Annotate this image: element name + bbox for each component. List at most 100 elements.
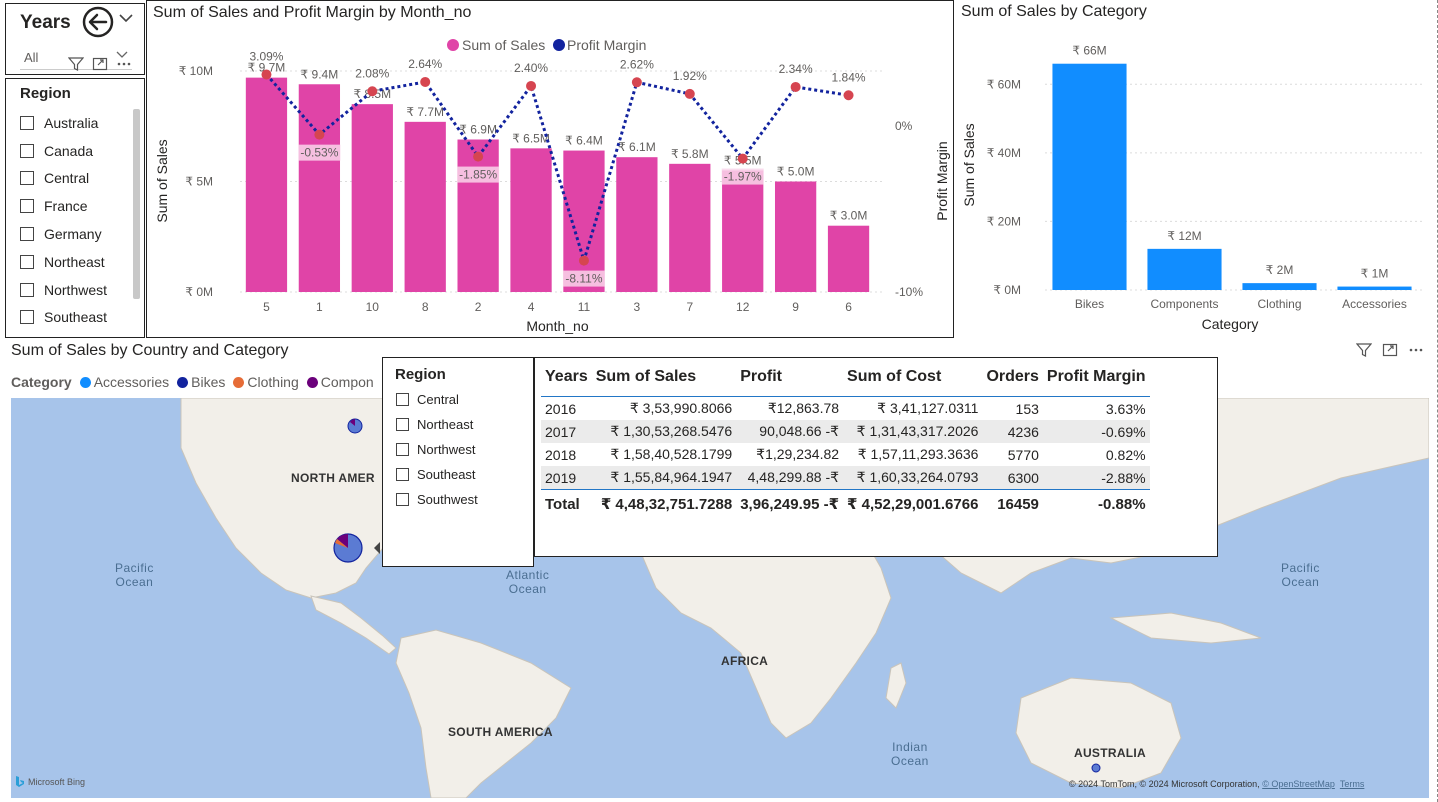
legend-item-accessories[interactable]: Accessories (79, 374, 169, 390)
checkbox[interactable] (20, 254, 34, 269)
canada-pie-marker[interactable] (347, 418, 363, 434)
sales-bar[interactable] (827, 225, 870, 292)
osm-link[interactable]: © OpenStreetMap (1262, 779, 1335, 789)
years-slicer[interactable]: Years All (5, 3, 145, 75)
table-total-row[interactable]: Total ₹ 4,48,32,751.7288 3,96,249.95 -₹ ₹ 4… (541, 489, 1150, 516)
us-pie-marker[interactable] (333, 533, 380, 563)
sales-bar[interactable] (457, 139, 499, 292)
region-option-southeast[interactable]: Southeast (20, 304, 135, 332)
more-options-icon[interactable] (1408, 343, 1424, 357)
dropdown-chevron-icon[interactable] (116, 50, 128, 60)
col-header-sum-of-sales[interactable]: Sum of Sales (591, 368, 737, 397)
region-option-australia[interactable]: Australia (20, 109, 135, 137)
checkbox[interactable] (396, 418, 409, 431)
legend-item-clothing[interactable]: Clothing (233, 374, 299, 390)
sales-bar[interactable] (298, 84, 341, 292)
legend-label-margin[interactable]: Profit Margin (567, 37, 646, 53)
focus-mode-icon[interactable] (92, 57, 108, 71)
region-option-northwest[interactable]: Northwest (396, 437, 478, 462)
legend-dot-icon (233, 376, 245, 388)
legend-label-sales[interactable]: Sum of Sales (462, 37, 545, 53)
legend-item-bikes[interactable]: Bikes (177, 374, 225, 390)
sales-bar[interactable] (351, 104, 393, 293)
sales-bar[interactable] (774, 181, 817, 293)
category-bar[interactable] (1242, 283, 1317, 290)
checkbox[interactable] (20, 115, 34, 130)
margin-point[interactable] (578, 255, 589, 266)
region-option-central[interactable]: Central (396, 387, 478, 412)
sales-bar[interactable] (669, 163, 711, 292)
australia-pie-marker[interactable] (1091, 763, 1101, 773)
checkbox[interactable] (20, 199, 34, 214)
filter-icon[interactable] (68, 57, 84, 71)
region-slicer[interactable]: Region Australia Canada Central France Germa… (5, 78, 145, 338)
x-axis-title: Category (1202, 316, 1259, 332)
category-bar[interactable] (1147, 248, 1222, 290)
checkbox[interactable] (396, 443, 409, 456)
sales-bar[interactable] (722, 170, 764, 292)
margin-point[interactable] (473, 151, 484, 162)
sales-bar[interactable] (616, 157, 658, 292)
chevron-down-icon[interactable] (118, 12, 134, 24)
summary-table[interactable]: Years Sum of Sales Profit Sum of Cost Or… (534, 357, 1218, 557)
back-arrow-icon[interactable] (82, 6, 114, 38)
sales-bar[interactable] (510, 148, 552, 292)
checkbox[interactable] (20, 282, 34, 297)
focus-mode-icon[interactable] (1382, 343, 1398, 357)
margin-point[interactable] (631, 77, 642, 88)
terms-link[interactable]: Terms (1339, 779, 1365, 789)
profit-margin-line[interactable] (265, 73, 849, 266)
margin-data-label: 2.62% (620, 57, 654, 71)
margin-point[interactable] (684, 88, 695, 99)
margin-point[interactable] (790, 81, 801, 92)
region-option-germany[interactable]: Germany (20, 220, 135, 248)
margin-point[interactable] (261, 69, 272, 80)
category-bar[interactable] (1052, 63, 1127, 290)
table-row[interactable]: 2019 ₹ 1,55,84,964.1947 4,48,299.88 -₹ ₹ 1,… (541, 466, 1150, 490)
margin-point[interactable] (367, 86, 378, 97)
checkbox[interactable] (20, 171, 34, 186)
ocean-label-pacific-east: Pacific Ocean (1281, 561, 1320, 589)
region-option-label: Central (44, 170, 90, 187)
margin-point[interactable] (843, 90, 854, 101)
col-header-profit[interactable]: Profit (736, 368, 844, 397)
region-option-northeast[interactable]: Northeast (20, 248, 135, 276)
col-header-sum-of-cost[interactable]: Sum of Cost (843, 368, 983, 397)
col-header-years[interactable]: Years (541, 368, 592, 397)
region-scrollbar[interactable] (133, 109, 140, 299)
margin-point[interactable] (526, 80, 537, 91)
table-row[interactable]: 2018 ₹ 1,58,40,528.1799 ₹1,29,234.82 ₹ 1,57… (541, 443, 1150, 466)
checkbox[interactable] (20, 227, 34, 242)
sales-bar[interactable] (563, 150, 605, 292)
col-header-orders[interactable]: Orders (982, 368, 1043, 397)
region-option-central[interactable]: Central (20, 165, 135, 193)
sales-bar[interactable] (404, 121, 446, 292)
region-option-northeast[interactable]: Northeast (396, 412, 478, 437)
region-option-france[interactable]: France (20, 192, 135, 220)
margin-point[interactable] (314, 129, 325, 140)
checkbox[interactable] (396, 468, 409, 481)
checkbox[interactable] (20, 310, 34, 325)
more-options-icon[interactable] (116, 57, 132, 71)
margin-point[interactable] (420, 76, 431, 87)
category-bar[interactable] (1337, 286, 1412, 290)
filter-icon[interactable] (1356, 343, 1372, 357)
region-option-southwest[interactable]: Southwest (396, 487, 478, 512)
x-tick-label: 7 (686, 300, 693, 314)
checkbox[interactable] (396, 393, 409, 406)
table-row[interactable]: 2017 ₹ 1,30,53,268.5476 90,048.66 -₹ ₹ 1,31… (541, 420, 1150, 443)
region-slicer-overlay[interactable]: Region Central Northeast Northwest Southeas… (382, 357, 534, 567)
checkbox[interactable] (396, 493, 409, 506)
margin-label-bg (721, 168, 764, 185)
region-option-canada[interactable]: Canada (20, 137, 135, 165)
table-cell: ₹ 1,31,43,317.2026 (843, 420, 983, 443)
region-option-southeast[interactable]: Southeast (396, 462, 478, 487)
table-cell: 4,48,299.88 -₹ (736, 466, 844, 490)
checkbox[interactable] (20, 143, 34, 158)
margin-point[interactable] (737, 153, 748, 164)
col-header-profit-margin[interactable]: Profit Margin (1042, 368, 1150, 397)
legend-item-components[interactable]: Compon (306, 374, 374, 390)
table-row[interactable]: 2016 ₹ 3,53,990.8066 ₹12,863.78 ₹ 3,41,127.… (541, 397, 1150, 421)
region-option-northwest[interactable]: Northwest (20, 276, 135, 304)
sales-bar[interactable] (245, 77, 288, 292)
